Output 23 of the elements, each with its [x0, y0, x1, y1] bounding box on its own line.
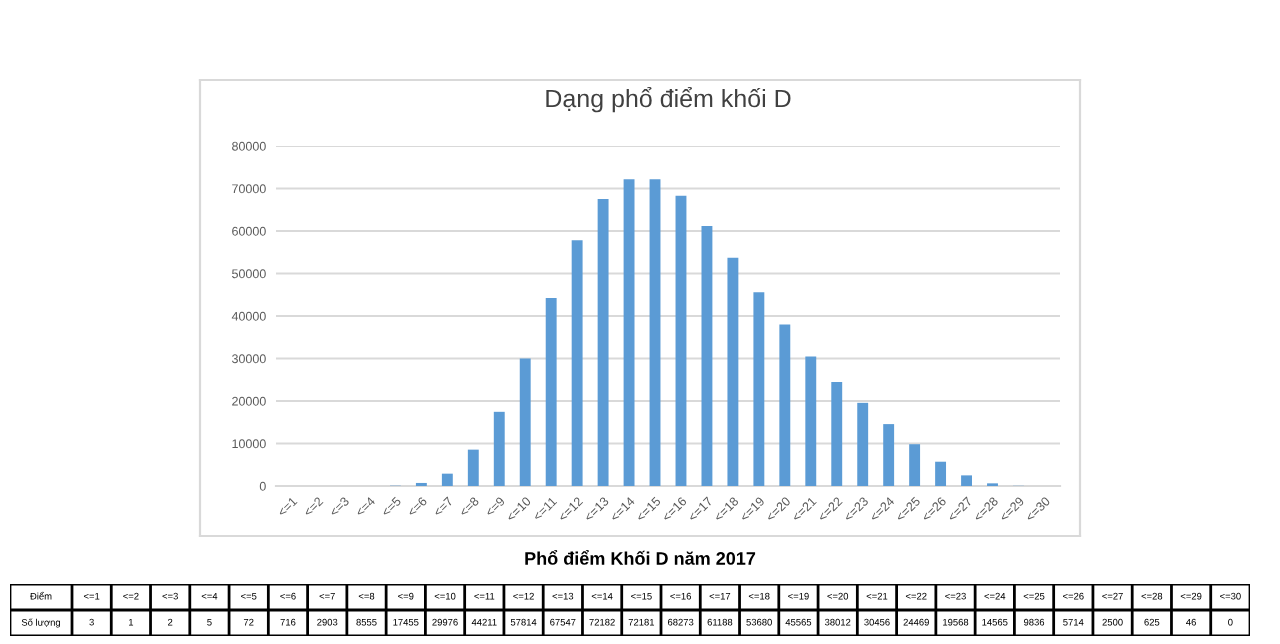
- text: Phổ điểm Khối D năm 2017: [525, 550, 756, 565]
- bar: [519, 358, 531, 486]
- bar: [883, 424, 895, 486]
- bar: [727, 257, 739, 486]
- bar: [623, 179, 635, 486]
- bar: [857, 402, 869, 486]
- bar: [675, 195, 687, 486]
- bar: [961, 475, 972, 486]
- bar: [753, 292, 765, 486]
- chart-title: Dạng phổ điểm khối D: [546, 86, 791, 113]
- bar: [545, 298, 557, 486]
- bar: [779, 324, 791, 486]
- bar: [831, 382, 843, 486]
- bar: [493, 411, 505, 486]
- bar: [935, 461, 947, 486]
- bar: [571, 240, 583, 486]
- bar: [597, 198, 609, 486]
- bar: [441, 473, 453, 486]
- bar: [805, 356, 817, 486]
- bar: [909, 444, 921, 486]
- bar: [467, 449, 479, 486]
- bar: [649, 179, 661, 486]
- bar: [701, 225, 713, 486]
